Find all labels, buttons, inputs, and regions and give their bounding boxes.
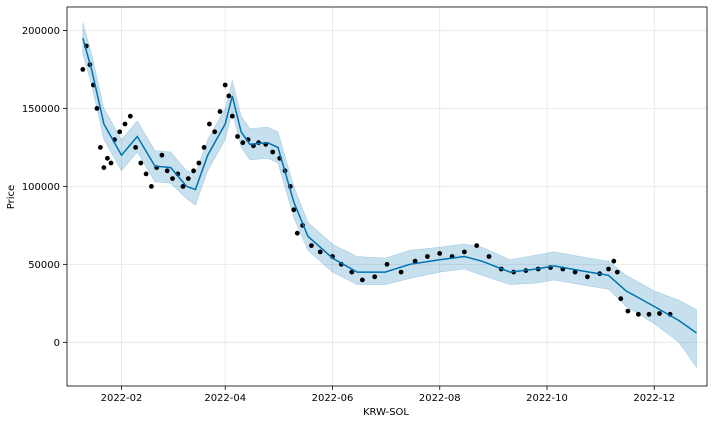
plot-frame (66, 6, 708, 387)
x-tick-label: 2022-04 (204, 393, 246, 404)
observed-point (101, 165, 107, 171)
observed-point (80, 67, 86, 72)
observed-point (486, 254, 492, 259)
observed-point (222, 82, 228, 88)
x-tick-label: 2022-12 (633, 393, 675, 404)
observed-point (94, 106, 100, 111)
observed-point (207, 121, 212, 127)
forecast-line-group (82, 37, 697, 334)
observed-point (384, 261, 390, 267)
observed-point (217, 109, 223, 114)
observed-point (585, 274, 590, 280)
observed-point (180, 184, 186, 189)
observed-point (614, 269, 620, 275)
observed-point (108, 160, 114, 166)
observed-point (149, 184, 154, 189)
observed-point (191, 168, 197, 174)
observed-point (618, 296, 624, 302)
observed-point (625, 308, 631, 314)
observed-point (226, 93, 232, 99)
x-axis-label: KRW-SOL (363, 407, 409, 418)
x-tick-label: 2022-02 (101, 393, 143, 404)
observed-point (105, 155, 110, 161)
y-axis-ticks: 0 50000 100000 150000 200000 (22, 26, 67, 349)
x-tick-label: 2022-10 (526, 393, 568, 404)
observed-point (317, 249, 323, 255)
observed-point (196, 160, 202, 166)
observed-point (143, 171, 149, 177)
observed-point (185, 176, 191, 182)
observed-point (270, 149, 276, 155)
y-tick-label: 150000 (22, 104, 60, 115)
observed-point (127, 113, 133, 119)
observed-point (636, 311, 641, 317)
observed-point (437, 251, 443, 256)
x-tick-label: 2022-08 (419, 393, 461, 404)
observed-point (309, 243, 314, 249)
observed-point (360, 277, 365, 283)
y-tick-label: 100000 (22, 182, 60, 193)
observed-point (229, 113, 235, 119)
x-tick-label: 2022-06 (312, 393, 354, 404)
observed-point (240, 140, 246, 146)
observed-point (572, 269, 578, 275)
grid (67, 7, 707, 386)
observed-point (170, 176, 175, 182)
forecast-line (82, 37, 697, 334)
observed-point (606, 266, 611, 272)
observed-point (412, 258, 418, 264)
x-axis-ticks: 2022-02 2022-04 2022-06 2022-08 2022-10 2022-… (101, 386, 675, 404)
y-tick-label: 200000 (22, 26, 60, 37)
observed-point (425, 254, 430, 259)
observed-point (212, 129, 218, 135)
observed-point (138, 160, 144, 166)
observed-point (349, 269, 355, 275)
observed-point (474, 243, 480, 249)
y-axis-label: Price (6, 185, 17, 209)
observed-point (372, 274, 378, 280)
y-tick-label: 50000 (28, 260, 60, 271)
observed-point (646, 311, 652, 317)
observed-point (462, 249, 467, 255)
observed-point (611, 258, 617, 264)
observed-point (159, 152, 165, 158)
observed-point (294, 230, 300, 236)
observed-point (133, 145, 139, 150)
observed-point (291, 207, 297, 213)
observed-point (164, 168, 170, 174)
observed-point (117, 129, 123, 135)
observed-point (122, 121, 128, 127)
y-tick-label: 0 (54, 338, 60, 349)
observed-point (657, 311, 662, 316)
observed-point (235, 134, 240, 139)
observed-point (201, 145, 207, 150)
observed-point (98, 145, 103, 150)
observed-point (398, 269, 404, 275)
